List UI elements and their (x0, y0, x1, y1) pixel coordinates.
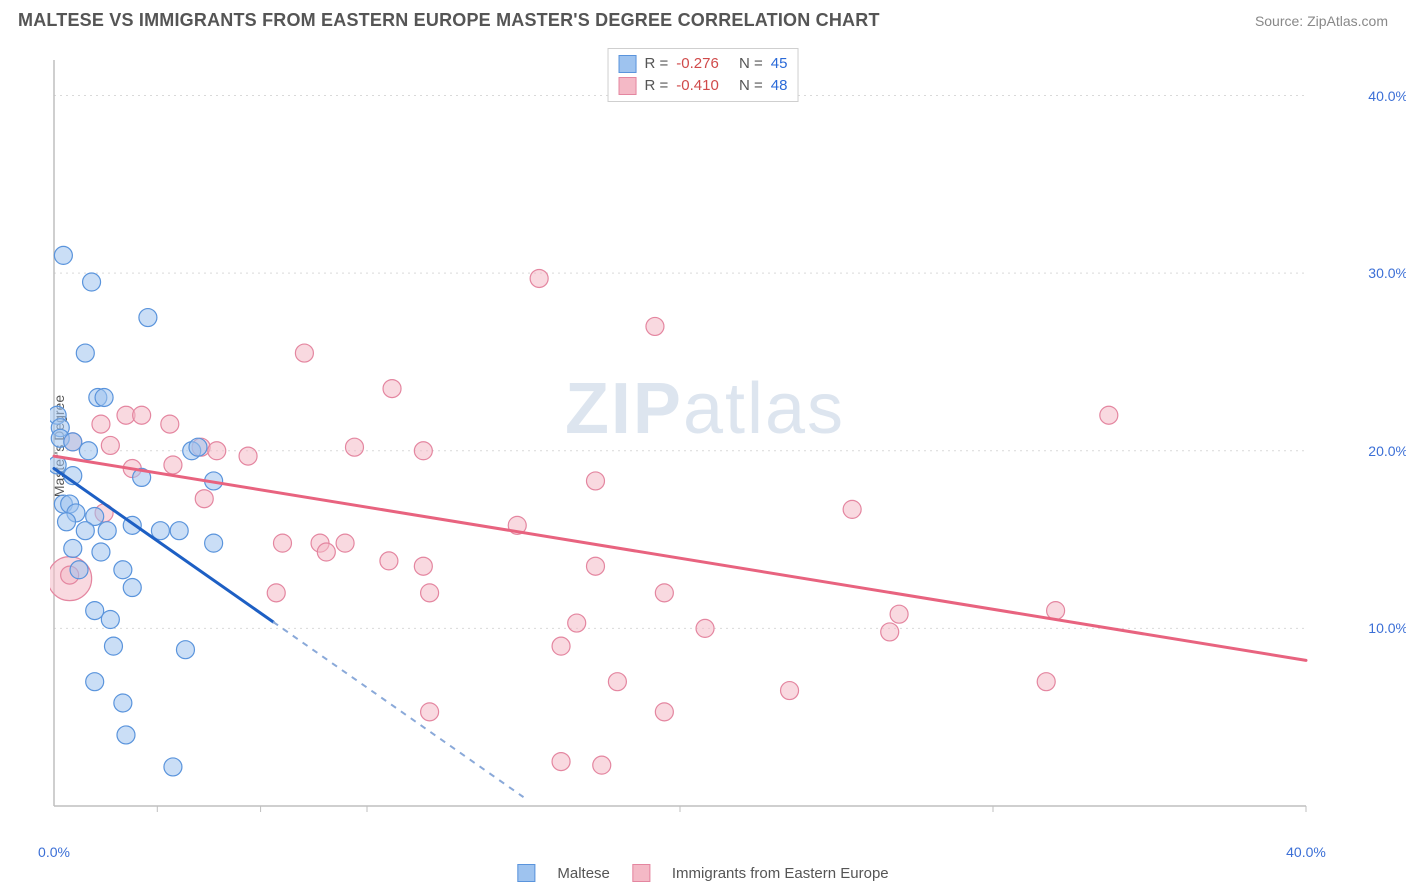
series-legend: Maltese Immigrants from Eastern Europe (517, 864, 888, 882)
n-value: 48 (771, 75, 788, 97)
legend-label-immigrants: Immigrants from Eastern Europe (672, 865, 889, 882)
r-label: R = (645, 75, 669, 97)
swatch-immigrants (619, 77, 637, 95)
x-tick-label: 0.0% (38, 844, 70, 860)
y-tick-label: 40.0% (1368, 88, 1406, 104)
x-tick-label: 40.0% (1286, 844, 1326, 860)
n-label: N = (739, 75, 763, 97)
y-tick-label: 20.0% (1368, 443, 1406, 459)
y-tick-label: 30.0% (1368, 265, 1406, 281)
plot-area: ZIPatlas 10.0%20.0%30.0%40.0%0.0%40.0% (50, 46, 1360, 836)
legend-swatch-maltese (517, 864, 535, 882)
r-label: R = (645, 53, 669, 75)
legend-swatch-immigrants (632, 864, 650, 882)
source-link[interactable]: ZipAtlas.com (1307, 13, 1388, 29)
stats-row-immigrants: R = -0.410 N = 48 (619, 75, 788, 97)
chart-title: MALTESE VS IMMIGRANTS FROM EASTERN EUROP… (18, 10, 880, 31)
y-tick-label: 10.0% (1368, 620, 1406, 636)
legend-label-maltese: Maltese (557, 865, 610, 882)
scatter-chart (50, 46, 1360, 836)
n-label: N = (739, 53, 763, 75)
chart-header: MALTESE VS IMMIGRANTS FROM EASTERN EUROP… (0, 0, 1406, 37)
correlation-stats-box: R = -0.276 N = 45 R = -0.410 N = 48 (608, 48, 799, 102)
swatch-maltese (619, 55, 637, 73)
r-value: -0.410 (676, 75, 719, 97)
r-value: -0.276 (676, 53, 719, 75)
n-value: 45 (771, 53, 788, 75)
chart-source: Source: ZipAtlas.com (1255, 13, 1388, 29)
source-prefix: Source: (1255, 13, 1307, 29)
stats-row-maltese: R = -0.276 N = 45 (619, 53, 788, 75)
